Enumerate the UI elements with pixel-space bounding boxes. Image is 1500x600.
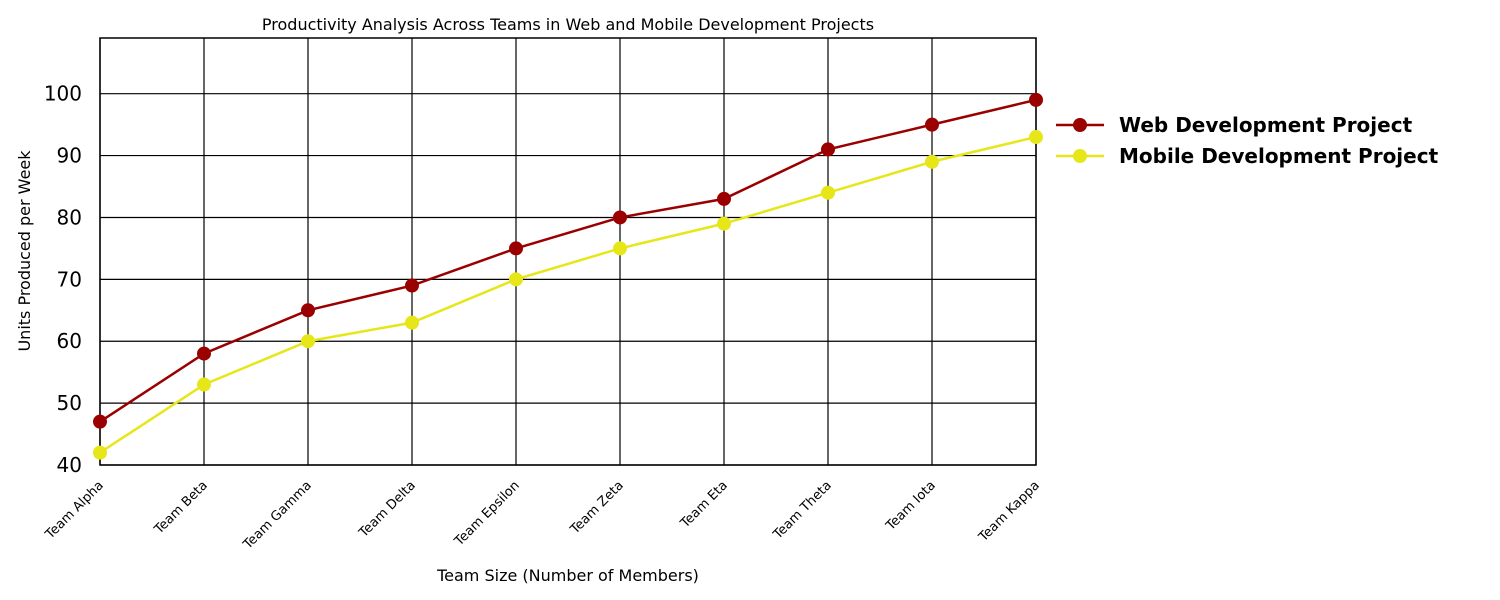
x-tick-label: Team Eta xyxy=(677,478,731,532)
y-axis-label: Units Produced per Week xyxy=(15,150,34,352)
y-tick-label: 80 xyxy=(57,205,82,229)
data-point xyxy=(925,117,939,132)
grid xyxy=(99,38,1037,466)
data-point xyxy=(613,241,627,256)
legend-label: Web Development Project xyxy=(1119,113,1413,137)
series-1 xyxy=(93,92,1043,429)
series-line xyxy=(99,135,1037,454)
x-tick-label: Team Theta xyxy=(770,478,835,543)
x-tick-label: Team Kappa xyxy=(975,478,1042,545)
x-tick-label: Team Delta xyxy=(356,478,419,541)
x-tick-label: Team Gamma xyxy=(240,478,315,553)
series-line xyxy=(99,98,1037,423)
y-tick-label: 100 xyxy=(44,82,82,106)
data-point xyxy=(717,191,731,206)
legend-swatch-marker xyxy=(1073,118,1087,132)
data-point xyxy=(197,377,211,392)
x-tick-label: Team Zeta xyxy=(567,478,627,538)
plot-frame xyxy=(99,37,1037,466)
x-tick-label: Team Epsilon xyxy=(451,478,523,550)
x-axis-label: Team Size (Number of Members) xyxy=(436,566,699,585)
data-point xyxy=(1029,130,1043,145)
x-axis-ticks: Team Alpha Team Beta Team Gamma Team Delta T… xyxy=(42,478,1043,553)
data-point xyxy=(93,445,107,460)
data-point xyxy=(613,210,627,225)
x-tick-label: Team Iota xyxy=(883,478,939,534)
data-point xyxy=(509,241,523,256)
data-point xyxy=(821,185,835,200)
data-point xyxy=(301,303,315,318)
data-point xyxy=(509,272,523,287)
x-tick-label: Team Alpha xyxy=(42,478,107,543)
data-point xyxy=(925,154,939,169)
data-point xyxy=(301,334,315,349)
y-tick-label: 70 xyxy=(57,267,82,291)
legend-label: Mobile Development Project xyxy=(1119,144,1439,168)
y-axis-ticks: 40 50 60 70 80 90 100 xyxy=(44,82,82,477)
data-point xyxy=(717,216,731,231)
data-point xyxy=(821,142,835,157)
y-tick-label: 90 xyxy=(57,144,82,168)
data-point xyxy=(405,278,419,293)
series xyxy=(93,92,1043,460)
data-point xyxy=(197,346,211,361)
data-point xyxy=(405,315,419,330)
y-tick-label: 40 xyxy=(57,453,82,477)
legend-swatch-marker xyxy=(1073,149,1087,163)
legend: Web Development Project Mobile Developmen… xyxy=(1056,113,1439,168)
y-tick-label: 60 xyxy=(57,329,82,353)
y-tick-label: 50 xyxy=(57,391,82,415)
data-point xyxy=(1029,92,1043,107)
data-point xyxy=(93,414,107,429)
series-2 xyxy=(93,130,1043,460)
x-tick-label: Team Beta xyxy=(151,478,211,538)
chart-title: Productivity Analysis Across Teams in We… xyxy=(262,15,874,34)
